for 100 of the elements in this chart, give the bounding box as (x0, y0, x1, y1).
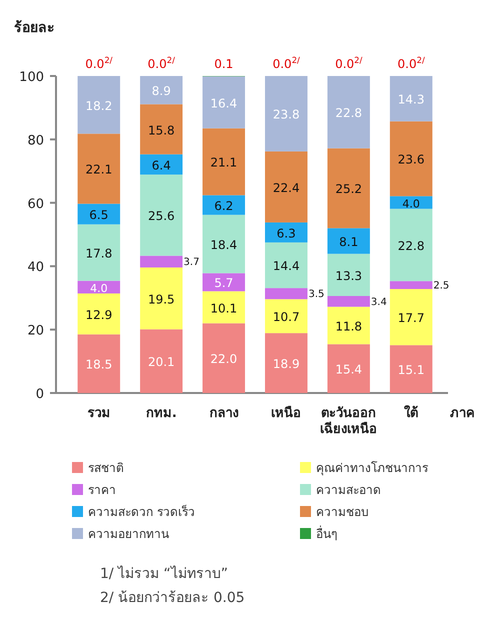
data-label: 0.0$^{2/}$ (398, 55, 425, 71)
data-label: 22.1 (85, 162, 112, 177)
data-label: 14.3 (398, 92, 425, 107)
data-label: 6.5 (89, 208, 108, 222)
data-label: 0.1 (214, 57, 234, 71)
bar (390, 121, 432, 196)
data-label: 2.5 (433, 280, 450, 292)
data-label: 6.4 (152, 158, 171, 172)
data-label: 15.4 (335, 362, 362, 377)
data-label: 22.4 (272, 180, 300, 195)
data-label: 17.8 (85, 246, 112, 261)
legend-label: ความสะอาด (316, 483, 381, 497)
data-label: 14.4 (272, 259, 300, 274)
bar (390, 208, 432, 282)
bar (390, 345, 432, 393)
y-tick-label: 80 (27, 133, 44, 148)
legend-label: คุณค่าทางโภชนาการ (316, 461, 429, 476)
legend-label: อื่นๆ (316, 525, 337, 541)
x-tick-label: ใต้ (404, 404, 418, 421)
data-label: 0.0$^{2/}$ (85, 55, 113, 71)
data-label: 3.7 (184, 257, 200, 268)
legend-label: ความชอบ (316, 505, 369, 519)
legend-label: ราคา (88, 483, 116, 497)
y-tick-label: 100 (19, 70, 44, 85)
bar (140, 104, 183, 154)
data-label: 18.4 (210, 238, 238, 252)
bar (264, 76, 308, 152)
data-label: 13.3 (335, 268, 362, 283)
bar (78, 293, 120, 334)
data-label: 6.3 (276, 226, 296, 240)
data-label: 3.5 (308, 289, 324, 300)
data-label: 6.2 (214, 199, 234, 214)
data-label: 10.7 (272, 310, 300, 324)
bar (264, 222, 308, 242)
data-label: 18.5 (85, 358, 112, 372)
data-label: 22.8 (335, 106, 362, 120)
data-label: 22.8 (398, 238, 425, 253)
bar (140, 76, 183, 104)
text: 2/ น้อยกว่าร้อยละ 0.05 (100, 590, 245, 606)
data-label: 5.7 (214, 276, 234, 290)
x-tick-label: เหนือ (271, 405, 302, 421)
bar (390, 281, 432, 290)
data-label: 16.4 (210, 96, 238, 110)
bar (140, 267, 183, 330)
x-tick-label: รวม (87, 406, 110, 421)
bar (78, 76, 120, 134)
text: 1/ ไม่รวม “ไม่ทราบ” (100, 565, 228, 582)
data-label: 0.0$^{2/}$ (272, 55, 300, 71)
bar (327, 148, 370, 228)
data-label: 18.9 (272, 357, 300, 372)
bar (202, 195, 246, 215)
x-tick-label: กลาง (209, 406, 238, 421)
data-label: 19.5 (148, 292, 175, 306)
bar (78, 134, 120, 204)
bar (327, 306, 370, 344)
data-label: 10.1 (210, 301, 238, 316)
bar (78, 334, 120, 393)
data-label: 8.1 (339, 235, 358, 249)
data-label: 4.0 (402, 197, 420, 210)
data-label: 15.1 (398, 363, 425, 378)
y-tick-label: 0 (36, 387, 44, 402)
legend-label: ความสะดวก รวดเร็ว (88, 504, 195, 519)
y-axis-title: ร้อยละ (14, 20, 55, 36)
bar (264, 333, 308, 393)
y-tick-label: 20 (27, 324, 44, 339)
data-label: 23.8 (272, 108, 300, 122)
y-tick-label: 40 (27, 260, 44, 276)
data-label: 21.1 (210, 156, 238, 170)
data-label: 8.9 (152, 84, 171, 98)
bar (327, 296, 370, 307)
y-tick-label: 60 (27, 196, 44, 212)
bar (327, 76, 370, 148)
bar (202, 323, 246, 393)
x-tick-label: ตะวันออก เฉียงเหนือ (320, 406, 378, 437)
data-label: 12.9 (85, 308, 112, 322)
bar (140, 174, 183, 256)
data-label: 11.8 (335, 319, 362, 334)
bar (327, 228, 370, 254)
data-label: 18.2 (85, 98, 112, 113)
legend-label: รสชาติ (88, 461, 124, 475)
bar (140, 256, 183, 268)
bar (140, 154, 183, 175)
bar (202, 291, 246, 324)
x-axis-title: ภาค (450, 406, 475, 421)
data-label: 23.6 (398, 152, 425, 167)
bar (390, 76, 432, 122)
data-label: 25.2 (335, 182, 362, 196)
legend-label: ความอยากทาน (88, 527, 169, 541)
bar (202, 76, 246, 128)
data-label: 0.0$^{2/}$ (148, 55, 176, 71)
bar (202, 128, 246, 196)
data-label: 0.0$^{2/}$ (335, 55, 362, 71)
data-label: 15.8 (148, 123, 175, 138)
bar (202, 273, 246, 292)
bar (140, 329, 183, 393)
bar (78, 204, 120, 224)
x-tick-label: กทม. (146, 406, 177, 421)
bar (78, 224, 120, 281)
bar (327, 344, 370, 393)
bar (390, 196, 432, 209)
